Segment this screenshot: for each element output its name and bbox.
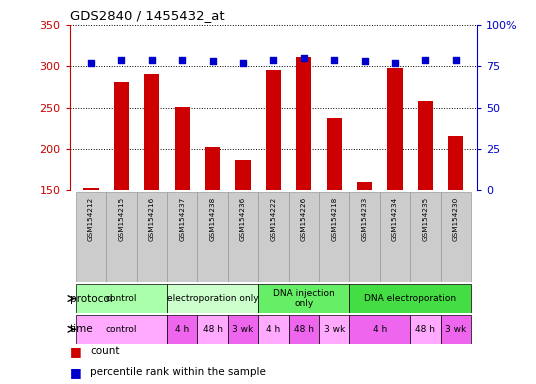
Text: 4 h: 4 h <box>266 325 280 334</box>
Text: time: time <box>70 324 94 334</box>
Text: 48 h: 48 h <box>203 325 222 334</box>
Bar <box>410 315 441 344</box>
Text: GSM154216: GSM154216 <box>149 197 155 241</box>
Bar <box>76 284 167 313</box>
Bar <box>167 192 197 282</box>
Point <box>300 55 308 61</box>
Bar <box>258 192 288 282</box>
Text: 48 h: 48 h <box>415 325 435 334</box>
Bar <box>410 192 441 282</box>
Bar <box>288 315 319 344</box>
Point <box>330 56 338 63</box>
Point <box>269 56 278 63</box>
Bar <box>197 315 228 344</box>
Point <box>360 58 369 65</box>
Text: GSM154212: GSM154212 <box>88 197 94 241</box>
Bar <box>235 159 250 190</box>
Text: GSM154237: GSM154237 <box>179 197 185 241</box>
Text: GSM154226: GSM154226 <box>301 197 307 241</box>
Text: percentile rank within the sample: percentile rank within the sample <box>90 367 266 377</box>
Bar <box>167 315 197 344</box>
Point <box>117 56 125 63</box>
Bar <box>258 315 288 344</box>
Text: 4 h: 4 h <box>373 325 387 334</box>
Bar <box>114 82 129 190</box>
Text: DNA electroporation: DNA electroporation <box>364 294 456 303</box>
Bar <box>441 315 471 344</box>
Bar <box>326 118 342 190</box>
Point <box>391 60 399 66</box>
Text: GSM154238: GSM154238 <box>210 197 215 241</box>
Bar <box>319 315 349 344</box>
Text: 3 wk: 3 wk <box>445 325 466 334</box>
Text: protocol: protocol <box>70 293 113 304</box>
Bar <box>288 192 319 282</box>
Text: DNA injection
only: DNA injection only <box>273 289 334 308</box>
Bar <box>144 74 159 190</box>
Bar <box>266 70 281 190</box>
Text: GSM154230: GSM154230 <box>453 197 459 241</box>
Bar <box>296 57 311 190</box>
Bar <box>380 192 410 282</box>
Point <box>87 60 95 66</box>
Bar <box>418 101 433 190</box>
Text: control: control <box>106 325 137 334</box>
Text: count: count <box>90 346 120 356</box>
Point <box>178 56 187 63</box>
Point <box>209 58 217 65</box>
Bar <box>84 189 99 190</box>
Bar <box>357 182 372 190</box>
Text: GSM154222: GSM154222 <box>270 197 277 241</box>
Text: GSM154218: GSM154218 <box>331 197 337 241</box>
Point <box>451 56 460 63</box>
Text: GSM154233: GSM154233 <box>362 197 368 241</box>
Text: electroporation only: electroporation only <box>167 294 258 303</box>
Text: control: control <box>106 294 137 303</box>
Bar <box>205 147 220 190</box>
Bar <box>76 315 167 344</box>
Bar <box>228 315 258 344</box>
Text: GSM154235: GSM154235 <box>422 197 428 241</box>
Bar <box>106 192 137 282</box>
Text: 3 wk: 3 wk <box>232 325 254 334</box>
Bar <box>258 284 349 313</box>
Text: 48 h: 48 h <box>294 325 314 334</box>
Bar <box>197 192 228 282</box>
Text: ■: ■ <box>70 366 85 379</box>
Point <box>239 60 247 66</box>
Text: 4 h: 4 h <box>175 325 189 334</box>
Bar <box>319 192 349 282</box>
Bar <box>448 136 463 190</box>
Text: ■: ■ <box>70 345 85 358</box>
Point <box>147 56 156 63</box>
Bar <box>441 192 471 282</box>
Text: 3 wk: 3 wk <box>324 325 345 334</box>
Text: GSM154215: GSM154215 <box>118 197 124 241</box>
Bar <box>175 107 190 190</box>
Bar <box>76 192 106 282</box>
Bar <box>137 192 167 282</box>
Text: GSM154234: GSM154234 <box>392 197 398 241</box>
Bar <box>349 284 471 313</box>
Text: GSM154236: GSM154236 <box>240 197 246 241</box>
Text: GDS2840 / 1455432_at: GDS2840 / 1455432_at <box>70 9 224 22</box>
Bar <box>167 284 258 313</box>
Bar <box>349 192 380 282</box>
Point <box>421 56 430 63</box>
Bar <box>228 192 258 282</box>
Bar <box>388 68 403 190</box>
Bar <box>349 315 410 344</box>
